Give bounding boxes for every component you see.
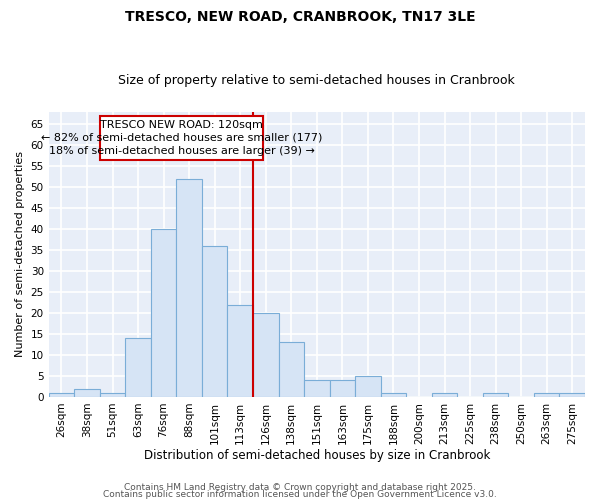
Bar: [329, 380, 355, 397]
Bar: [432, 393, 457, 397]
Bar: [278, 342, 304, 397]
Bar: [151, 229, 176, 397]
X-axis label: Distribution of semi-detached houses by size in Cranbrook: Distribution of semi-detached houses by …: [143, 450, 490, 462]
Text: TRESCO NEW ROAD: 120sqm: TRESCO NEW ROAD: 120sqm: [100, 120, 263, 130]
Text: 18% of semi-detached houses are larger (39) →: 18% of semi-detached houses are larger (…: [49, 146, 314, 156]
Bar: [304, 380, 329, 397]
Text: Contains HM Land Registry data © Crown copyright and database right 2025.: Contains HM Land Registry data © Crown c…: [124, 484, 476, 492]
Bar: [355, 376, 380, 397]
Bar: [176, 179, 202, 397]
Title: Size of property relative to semi-detached houses in Cranbrook: Size of property relative to semi-detach…: [118, 74, 515, 87]
FancyBboxPatch shape: [100, 116, 263, 160]
Bar: [534, 393, 559, 397]
Bar: [74, 388, 100, 397]
Bar: [125, 338, 151, 397]
Y-axis label: Number of semi-detached properties: Number of semi-detached properties: [15, 152, 25, 358]
Text: TRESCO, NEW ROAD, CRANBROOK, TN17 3LE: TRESCO, NEW ROAD, CRANBROOK, TN17 3LE: [125, 10, 475, 24]
Bar: [202, 246, 227, 397]
Bar: [253, 313, 278, 397]
Text: Contains public sector information licensed under the Open Government Licence v3: Contains public sector information licen…: [103, 490, 497, 499]
Bar: [100, 393, 125, 397]
Bar: [559, 393, 585, 397]
Bar: [483, 393, 508, 397]
Bar: [49, 393, 74, 397]
Bar: [380, 393, 406, 397]
Bar: [227, 304, 253, 397]
Text: ← 82% of semi-detached houses are smaller (177): ← 82% of semi-detached houses are smalle…: [41, 133, 322, 143]
